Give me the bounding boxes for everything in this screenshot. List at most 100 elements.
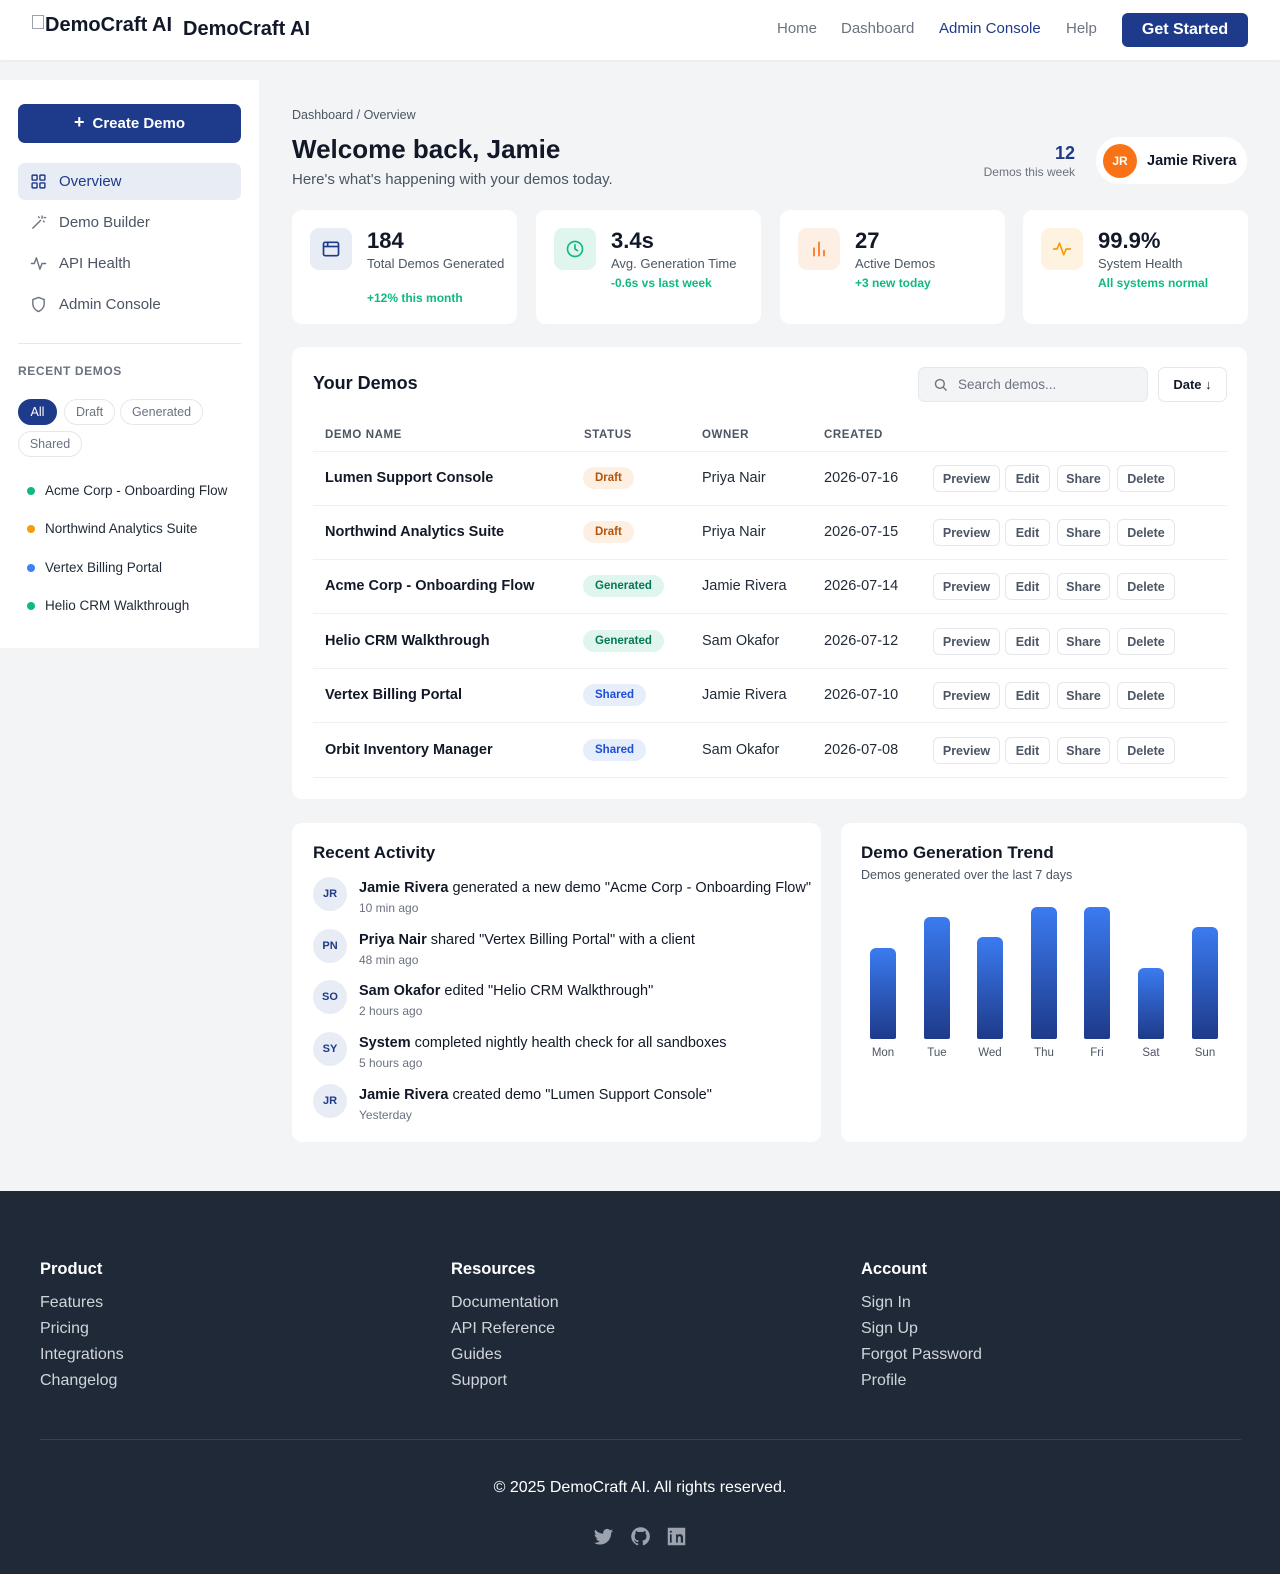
get-started-button[interactable]: Get Started (1122, 13, 1248, 47)
preview-button[interactable]: Preview (933, 682, 1000, 709)
demo-name[interactable]: Helio CRM Walkthrough (325, 633, 490, 649)
edit-button[interactable]: Edit (1005, 682, 1050, 709)
delete-button[interactable]: Delete (1117, 628, 1175, 655)
user-menu[interactable]: JR Jamie Rivera (1096, 137, 1247, 184)
nav-help[interactable]: Help (1066, 20, 1097, 37)
sidebar-item-admin-console[interactable]: Admin Console (18, 286, 241, 323)
recent-demo-item[interactable]: Helio CRM Walkthrough (27, 598, 189, 613)
top-header: DemoCraft AI DemoCraft AI Home Dashboard… (0, 0, 1280, 60)
filter-chip-draft[interactable]: Draft (64, 399, 115, 425)
share-button[interactable]: Share (1057, 573, 1110, 600)
row-divider (313, 722, 1227, 723)
column-header-owner[interactable]: OWNER (702, 429, 749, 441)
recent-demo-item[interactable]: Vertex Billing Portal (27, 560, 162, 575)
footer-link[interactable]: Documentation (451, 1294, 559, 1312)
edit-button[interactable]: Edit (1005, 737, 1050, 764)
recent-demo-item[interactable]: Acme Corp - Onboarding Flow (27, 483, 227, 498)
column-header-created[interactable]: CREATED (824, 429, 883, 441)
sidebar-item-overview[interactable]: Overview (18, 163, 241, 200)
edit-button[interactable]: Edit (1005, 628, 1050, 655)
stat-label: Total Demos Generated (367, 256, 507, 271)
share-button[interactable]: Share (1057, 519, 1110, 546)
row-divider (313, 559, 1227, 560)
footer-link[interactable]: Features (40, 1294, 103, 1312)
delete-button[interactable]: Delete (1117, 465, 1175, 492)
chart-bar-sat[interactable] (1138, 968, 1164, 1039)
recent-demo-name: Vertex Billing Portal (45, 560, 162, 575)
column-header-name[interactable]: DEMO NAME (325, 429, 402, 441)
demo-name[interactable]: Northwind Analytics Suite (325, 524, 504, 540)
footer-link[interactable]: Profile (861, 1372, 906, 1390)
status-badge: Shared (583, 739, 646, 761)
status-dot (27, 525, 35, 533)
grid-icon (30, 173, 47, 190)
delete-button[interactable]: Delete (1117, 519, 1175, 546)
sidebar-item-demo-builder[interactable]: Demo Builder (18, 204, 241, 241)
avatar: JR (1103, 144, 1137, 178)
nav-home[interactable]: Home (777, 20, 817, 37)
demo-name[interactable]: Orbit Inventory Manager (325, 742, 493, 758)
breadcrumb: Dashboard / Overview (292, 108, 416, 122)
nav-dashboard[interactable]: Dashboard (841, 20, 914, 37)
footer-link[interactable]: Sign In (861, 1294, 911, 1312)
footer-link[interactable]: Sign Up (861, 1320, 918, 1338)
column-header-status[interactable]: STATUS (584, 429, 632, 441)
recent-demo-name: Northwind Analytics Suite (45, 521, 197, 536)
chart-bar-mon[interactable] (870, 948, 896, 1039)
edit-button[interactable]: Edit (1005, 519, 1050, 546)
preview-button[interactable]: Preview (933, 737, 1000, 764)
activity-actor: System (359, 1035, 411, 1051)
filter-chip-generated[interactable]: Generated (120, 399, 203, 425)
footer-link[interactable]: Forgot Password (861, 1346, 982, 1364)
recent-demo-item[interactable]: Northwind Analytics Suite (27, 521, 197, 536)
demo-name[interactable]: Acme Corp - Onboarding Flow (325, 578, 534, 594)
preview-button[interactable]: Preview (933, 465, 1000, 492)
preview-button[interactable]: Preview (933, 573, 1000, 600)
filter-chip-shared[interactable]: Shared (18, 431, 82, 457)
footer-link[interactable]: Guides (451, 1346, 502, 1364)
filter-chip-all[interactable]: All (18, 399, 57, 425)
chart-bar-fri[interactable] (1084, 907, 1110, 1039)
chart-bar-wed[interactable] (977, 937, 1003, 1039)
share-button[interactable]: Share (1057, 628, 1110, 655)
github-icon[interactable] (629, 1525, 651, 1547)
linkedin-icon[interactable] (665, 1525, 687, 1547)
twitter-icon[interactable] (592, 1525, 614, 1547)
edit-button[interactable]: Edit (1005, 573, 1050, 600)
sort-date-button[interactable]: Date ↓ (1158, 367, 1227, 402)
logo-image[interactable]: DemoCraft AI (32, 14, 172, 37)
delete-button[interactable]: Delete (1117, 737, 1175, 764)
edit-button[interactable]: Edit (1005, 465, 1050, 492)
search-input[interactable] (958, 377, 1138, 392)
share-button[interactable]: Share (1057, 682, 1110, 709)
stat-card-system-health: 99.9% System Health All systems normal (1023, 210, 1248, 324)
sidebar-item-api-health[interactable]: API Health (18, 245, 241, 282)
demo-created: 2026-07-14 (824, 578, 898, 594)
demo-created: 2026-07-10 (824, 687, 898, 703)
activity-text: Jamie Rivera generated a new demo "Acme … (359, 880, 811, 896)
footer-link[interactable]: Integrations (40, 1346, 124, 1364)
create-demo-button[interactable]: + Create Demo (18, 104, 241, 143)
footer-link[interactable]: Support (451, 1372, 507, 1390)
nav-admin-console[interactable]: Admin Console (939, 20, 1041, 37)
delete-button[interactable]: Delete (1117, 682, 1175, 709)
footer-link[interactable]: Changelog (40, 1372, 117, 1390)
footer-heading: Product (40, 1260, 102, 1279)
footer-link[interactable]: Pricing (40, 1320, 89, 1338)
chart-bar-tue[interactable] (924, 917, 950, 1039)
share-button[interactable]: Share (1057, 465, 1110, 492)
demo-name[interactable]: Lumen Support Console (325, 470, 493, 486)
activity-actor: Priya Nair (359, 932, 427, 948)
preview-button[interactable]: Preview (933, 628, 1000, 655)
delete-button[interactable]: Delete (1117, 573, 1175, 600)
brand-name[interactable]: DemoCraft AI (183, 18, 310, 41)
search-icon (933, 377, 948, 392)
activity-description: created demo "Lumen Support Console" (448, 1087, 711, 1103)
chart-bar-thu[interactable] (1031, 907, 1057, 1039)
share-button[interactable]: Share (1057, 737, 1110, 764)
preview-button[interactable]: Preview (933, 519, 1000, 546)
demo-name[interactable]: Vertex Billing Portal (325, 687, 462, 703)
search-box[interactable] (918, 367, 1148, 402)
footer-link[interactable]: API Reference (451, 1320, 555, 1338)
chart-bar-sun[interactable] (1192, 927, 1218, 1039)
